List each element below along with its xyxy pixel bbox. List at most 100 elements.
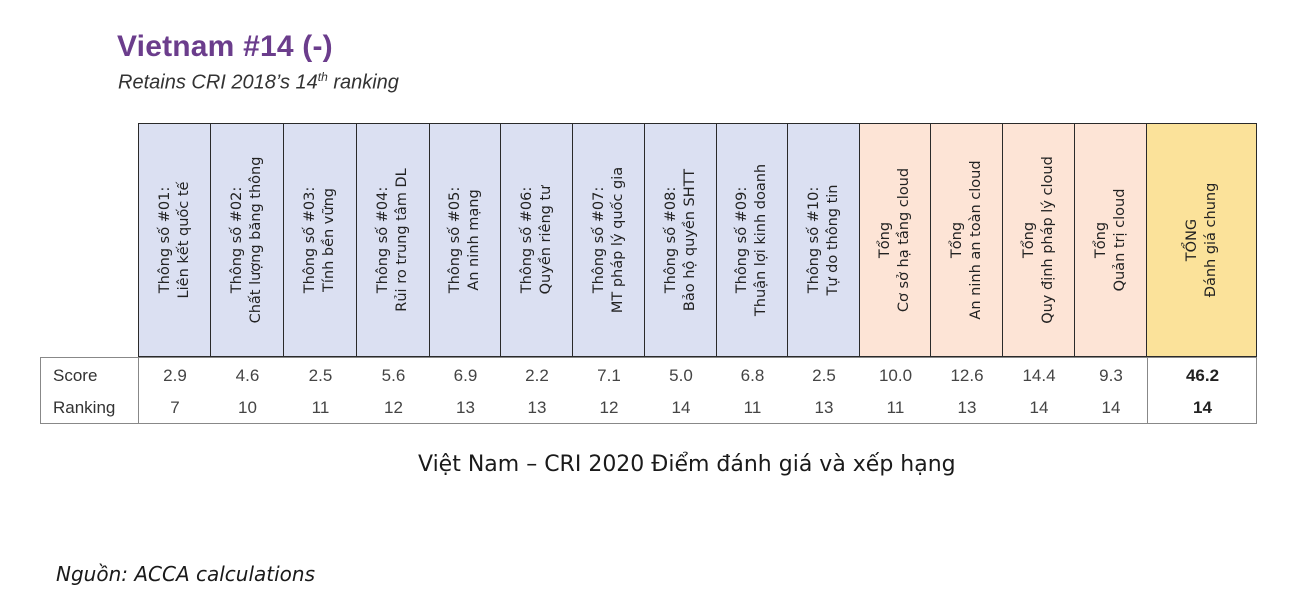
subtitle-text: Retains CRI 2018’s 14 [118, 71, 318, 94]
header-line-2: Quản trị cloud [1111, 188, 1128, 292]
value-column: 6.8 11 [717, 358, 788, 423]
score-value: 9.3 [1099, 366, 1123, 385]
value-column: 2.5 13 [788, 358, 860, 423]
ranking-value: 11 [311, 398, 330, 417]
total-divider [1147, 358, 1148, 423]
header-line-2: Rủi ro trung tâm DL [394, 168, 410, 312]
value-column: 14.4 14 [1003, 358, 1075, 423]
row-label-ranking: Ranking [53, 398, 116, 417]
ranking-value: 11 [886, 398, 905, 417]
column-header-label: Thông số #07: MT pháp lý quốc gia [590, 167, 628, 313]
column-header: Thông số #03: Tính bền vững [283, 123, 356, 357]
column-header: Thông số #02: Chất lượng băng thông [210, 123, 283, 357]
column-header-label: Thông số #04: Rủi ro trung tâm DL [374, 168, 412, 311]
row-labels: Score Ranking [41, 358, 139, 423]
value-column: 46.2 14 [1147, 358, 1258, 423]
header-line-2: Quy định pháp lý cloud [1039, 156, 1056, 324]
ranking-value: 14 [1101, 398, 1121, 417]
column-headers: Thông số #01: Liên kết quốc tế Thông số #0… [138, 123, 1257, 357]
header-line-1: Tổng [877, 221, 893, 259]
header-line-2: Thuận lợi kinh doanh [753, 163, 769, 317]
score-value: 6.9 [453, 366, 478, 385]
column-header: Tổng An ninh an toàn cloud [930, 123, 1002, 357]
column-header: Tổng Cơ sở hạ tầng cloud [859, 123, 930, 357]
score-value: 46.2 [1185, 366, 1220, 385]
score-value: 6.8 [740, 366, 765, 385]
header-line-1: Thông số #08: [662, 186, 679, 294]
ranking-value: 10 [238, 398, 257, 417]
ranking-value: 13 [456, 398, 475, 417]
column-header: Thông số #01: Liên kết quốc tế [138, 123, 210, 357]
column-header-label: Thông số #10: Tự do thông tin [805, 185, 843, 296]
column-header: Thông số #05: An ninh mạng [429, 123, 500, 357]
header-line-2: Tự do thông tin [824, 184, 841, 296]
header-line-1: Thông số #04: [375, 186, 391, 294]
ranking-value: 14 [1029, 398, 1049, 417]
header-line-1: Tổng [1020, 221, 1037, 259]
page-subtitle: Retains CRI 2018’s 14th ranking [118, 70, 399, 95]
column-header: Thông số #10: Tự do thông tin [787, 123, 859, 357]
header-line-1: Thông số #07: [590, 186, 607, 294]
header-line-2: MT pháp lý quốc gia [609, 166, 626, 314]
header-line-1: Tổng [1092, 221, 1109, 259]
score-value: 2.9 [163, 366, 187, 385]
score-value: 2.5 [812, 366, 836, 385]
ranking-value: 12 [599, 398, 619, 417]
column-header: Thông số #06: Quyền riêng tư [500, 123, 572, 357]
header-line-2: An ninh an toàn cloud [967, 160, 984, 320]
column-header-label: Tổng An ninh an toàn cloud [948, 160, 986, 319]
score-value: 10.0 [878, 366, 913, 385]
score-value: 5.6 [381, 366, 406, 385]
value-column: 5.0 14 [645, 358, 717, 423]
header-line-2: Bảo hộ quyền SHTT [681, 168, 698, 312]
column-header-label: Thông số #09: Thuận lợi kinh doanh [733, 164, 771, 316]
ranking-value: 11 [743, 398, 762, 417]
score-value: 2.2 [525, 366, 549, 385]
column-header: Tổng Quản trị cloud [1074, 123, 1146, 357]
header-line-1: TỔNG [1183, 218, 1200, 262]
value-column: 6.9 13 [430, 358, 501, 423]
column-header: Tổng Quy định pháp lý cloud [1002, 123, 1074, 357]
header-line-2: An ninh mạng [466, 189, 482, 291]
score-value: 14.4 [1022, 366, 1056, 385]
ranking-value: 13 [957, 398, 977, 417]
header-line-1: Thông số #10: [805, 186, 822, 294]
ranking-value: 12 [384, 398, 403, 417]
ranking-value: 13 [814, 398, 834, 417]
column-header-label: TỔNG Đánh giá chung [1183, 183, 1221, 298]
source-note: Nguồn: ACCA calculations [56, 562, 316, 586]
value-column: 12.6 13 [931, 358, 1003, 423]
ranking-value: 14 [1193, 398, 1212, 417]
header-line-1: Thông số #01: [156, 186, 173, 294]
header-line-1: Thông số #05: [447, 186, 463, 294]
column-header-label: Tổng Cơ sở hạ tầng cloud [876, 168, 914, 312]
header-line-2: Đánh giá chung [1202, 182, 1219, 298]
subtitle-superscript: th [317, 70, 328, 84]
column-header: Thông số #09: Thuận lợi kinh doanh [716, 123, 787, 357]
value-column: 7.1 12 [573, 358, 645, 423]
score-value: 2.5 [308, 366, 333, 385]
ranking-value: 14 [671, 398, 691, 417]
column-header: Thông số #04: Rủi ro trung tâm DL [356, 123, 429, 357]
header-line-1: Thông số #02: [229, 186, 245, 294]
column-header-label: Thông số #06: Quyền riêng tư [518, 186, 556, 295]
column-header: Thông số #07: MT pháp lý quốc gia [572, 123, 644, 357]
ranking-value: 7 [170, 398, 180, 417]
value-column: 2.9 7 [139, 358, 211, 423]
header-line-1: Thông số #09: [734, 186, 750, 294]
column-header-label: Tổng Quản trị cloud [1092, 189, 1130, 292]
value-column: 9.3 14 [1075, 358, 1147, 423]
value-column: 2.2 13 [501, 358, 573, 423]
column-header: TỔNG Đánh giá chung [1146, 123, 1257, 357]
column-header-label: Thông số #05: An ninh mạng [446, 187, 484, 293]
header-line-2: Tính bền vững [321, 188, 337, 292]
figure-caption: Việt Nam – CRI 2020 Điểm đánh giá và xếp… [418, 452, 956, 477]
header-line-2: Quyền riêng tư [537, 185, 554, 295]
header-line-1: Tổng [948, 221, 965, 259]
score-value: 5.0 [669, 366, 693, 385]
row-label-score: Score [53, 366, 98, 385]
column-header: Thông số #08: Bảo hộ quyền SHTT [644, 123, 716, 357]
column-header-label: Thông số #08: Bảo hộ quyền SHTT [662, 169, 700, 311]
score-table: Score Ranking 2.9 7 4.6 10 2.5 11 5.6 12 6.9 13 2.… [40, 357, 1257, 424]
header-line-2: Cơ sở hạ tầng cloud [896, 167, 912, 313]
